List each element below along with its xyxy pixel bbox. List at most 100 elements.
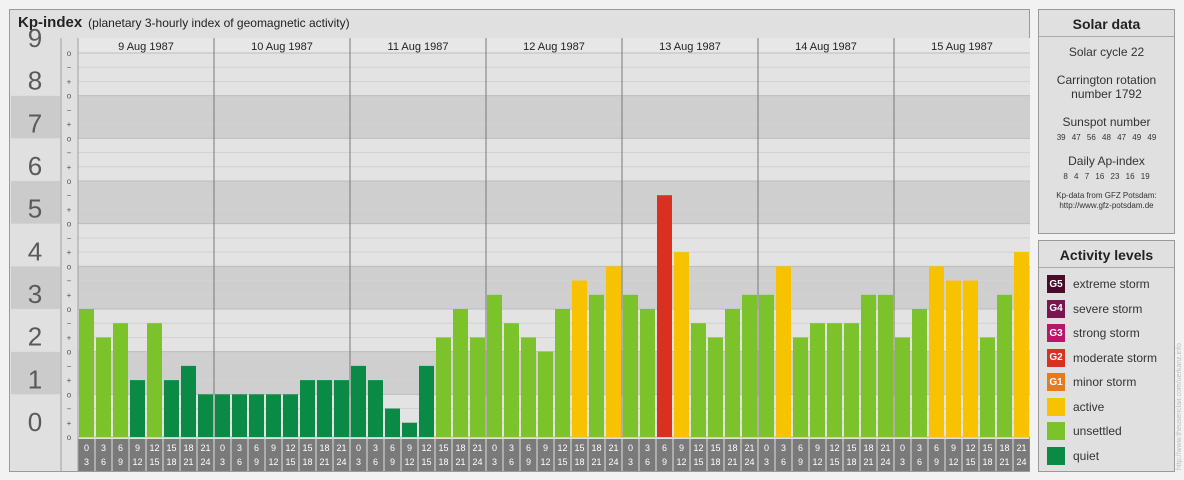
solar-data-panel: Solar data Solar cycle 22 Carrington rot… [1038, 9, 1175, 234]
time-end-label: 24 [472, 457, 482, 467]
band [78, 223, 1030, 267]
legend-swatch: G2 [1047, 348, 1065, 367]
time-end-label: 24 [608, 457, 618, 467]
legend-item: active [1047, 397, 1104, 416]
time-end-label: 6 [101, 457, 106, 467]
ap-values: 8 4 7 16 23 16 19 [1063, 172, 1150, 181]
credit-line-1: Kp-data from GFZ Potsdam: [1056, 191, 1157, 200]
time-start-label: 12 [965, 443, 975, 453]
time-start-label: 12 [421, 443, 431, 453]
time-end-label: 3 [900, 457, 905, 467]
minor-tick-label: o [67, 49, 72, 58]
time-end-label: 18 [982, 457, 992, 467]
time-cell [112, 439, 129, 471]
legend-label: severe storm [1073, 301, 1143, 316]
time-cell [452, 439, 469, 471]
time-cell [554, 439, 571, 471]
activity-levels-title: Activity levels [1039, 241, 1174, 268]
kp-bar [453, 309, 468, 437]
minor-tick-label: o [67, 262, 72, 271]
kp-bar [198, 394, 213, 437]
time-end-label: 3 [84, 457, 89, 467]
time-cell [724, 439, 741, 471]
time-start-label: 12 [149, 443, 159, 453]
minor-tick-label: + [67, 77, 72, 86]
time-cell [231, 439, 248, 471]
time-start-label: 3 [509, 443, 514, 453]
kp-bar [929, 266, 944, 437]
kp-bar [810, 323, 825, 437]
time-start-label: 21 [608, 443, 618, 453]
time-start-label: 6 [390, 443, 395, 453]
kp-bar [249, 394, 264, 437]
time-cell [673, 439, 690, 471]
time-start-label: 12 [693, 443, 703, 453]
time-start-label: 21 [200, 443, 210, 453]
y-cell [11, 351, 60, 395]
time-cell [469, 439, 486, 471]
legend-item: G3 strong storm [1047, 324, 1140, 342]
time-start-label: 9 [679, 443, 684, 453]
time-start-label: 15 [438, 443, 448, 453]
time-cell [979, 439, 996, 471]
legend-item: quiet [1047, 446, 1099, 465]
minor-tick-label: − [67, 319, 72, 328]
kp-bar [385, 408, 400, 437]
legend-label: minor storm [1073, 375, 1137, 389]
chart-title: Kp-index (planetary 3-hourly index of geo… [18, 14, 350, 31]
time-end-label: 15 [557, 457, 567, 467]
time-start-label: 15 [302, 443, 312, 453]
y-tick-label: 0 [28, 407, 42, 437]
kp-bar [368, 380, 383, 437]
time-cell [282, 439, 299, 471]
day-label: 10 Aug 1987 [251, 41, 313, 53]
minor-tick-label: + [67, 419, 72, 428]
time-end-label: 9 [934, 457, 939, 467]
time-end-label: 9 [526, 457, 531, 467]
time-cell [707, 439, 724, 471]
carrington-line-2: number 1792 [1071, 87, 1142, 101]
legend-item: G4 severe storm [1047, 299, 1143, 318]
minor-tick-label: o [67, 92, 72, 101]
kp-bar [266, 394, 281, 437]
time-end-label: 18 [166, 457, 176, 467]
time-end-label: 6 [373, 457, 378, 467]
solar-cycle: Solar cycle 22 [1068, 45, 1145, 59]
credit-line-2: http://www.gfz-potsdam.de [1059, 201, 1154, 210]
time-end-label: 6 [509, 457, 514, 467]
kp-bar [691, 323, 706, 437]
kp-bar [827, 323, 842, 437]
time-cell [537, 439, 554, 471]
time-end-label: 21 [319, 457, 329, 467]
time-end-label: 3 [764, 457, 769, 467]
time-end-label: 6 [237, 457, 242, 467]
time-start-label: 21 [880, 443, 890, 453]
kp-bar [1014, 252, 1029, 437]
kp-bar [402, 422, 417, 437]
time-end-label: 18 [846, 457, 856, 467]
time-cell [265, 439, 282, 471]
kp-bar [980, 337, 995, 437]
time-end-label: 6 [917, 457, 922, 467]
minor-tick-label: o [67, 348, 72, 357]
kp-bar [997, 294, 1012, 437]
time-end-label: 9 [798, 457, 803, 467]
time-cell [962, 439, 979, 471]
minor-tick-label: + [67, 163, 72, 172]
legend-item: G5 extreme storm [1047, 275, 1150, 293]
time-end-label: 9 [118, 457, 123, 467]
minor-tick-label: o [67, 305, 72, 314]
y-tick-label: 4 [28, 236, 42, 266]
legend-item: G1 minor storm [1047, 373, 1136, 391]
y-tick-label: 9 [28, 23, 42, 53]
kp-bar [640, 309, 655, 437]
legend-swatch: G3 [1047, 324, 1065, 342]
minor-tick-label: − [67, 63, 72, 72]
y-tick-label: 5 [28, 194, 42, 224]
kp-bar [147, 323, 162, 437]
kp-bar [606, 266, 621, 437]
kp-bar [946, 280, 961, 437]
y-tick-label: 3 [28, 279, 42, 309]
time-end-label: 21 [727, 457, 737, 467]
time-end-label: 15 [693, 457, 703, 467]
